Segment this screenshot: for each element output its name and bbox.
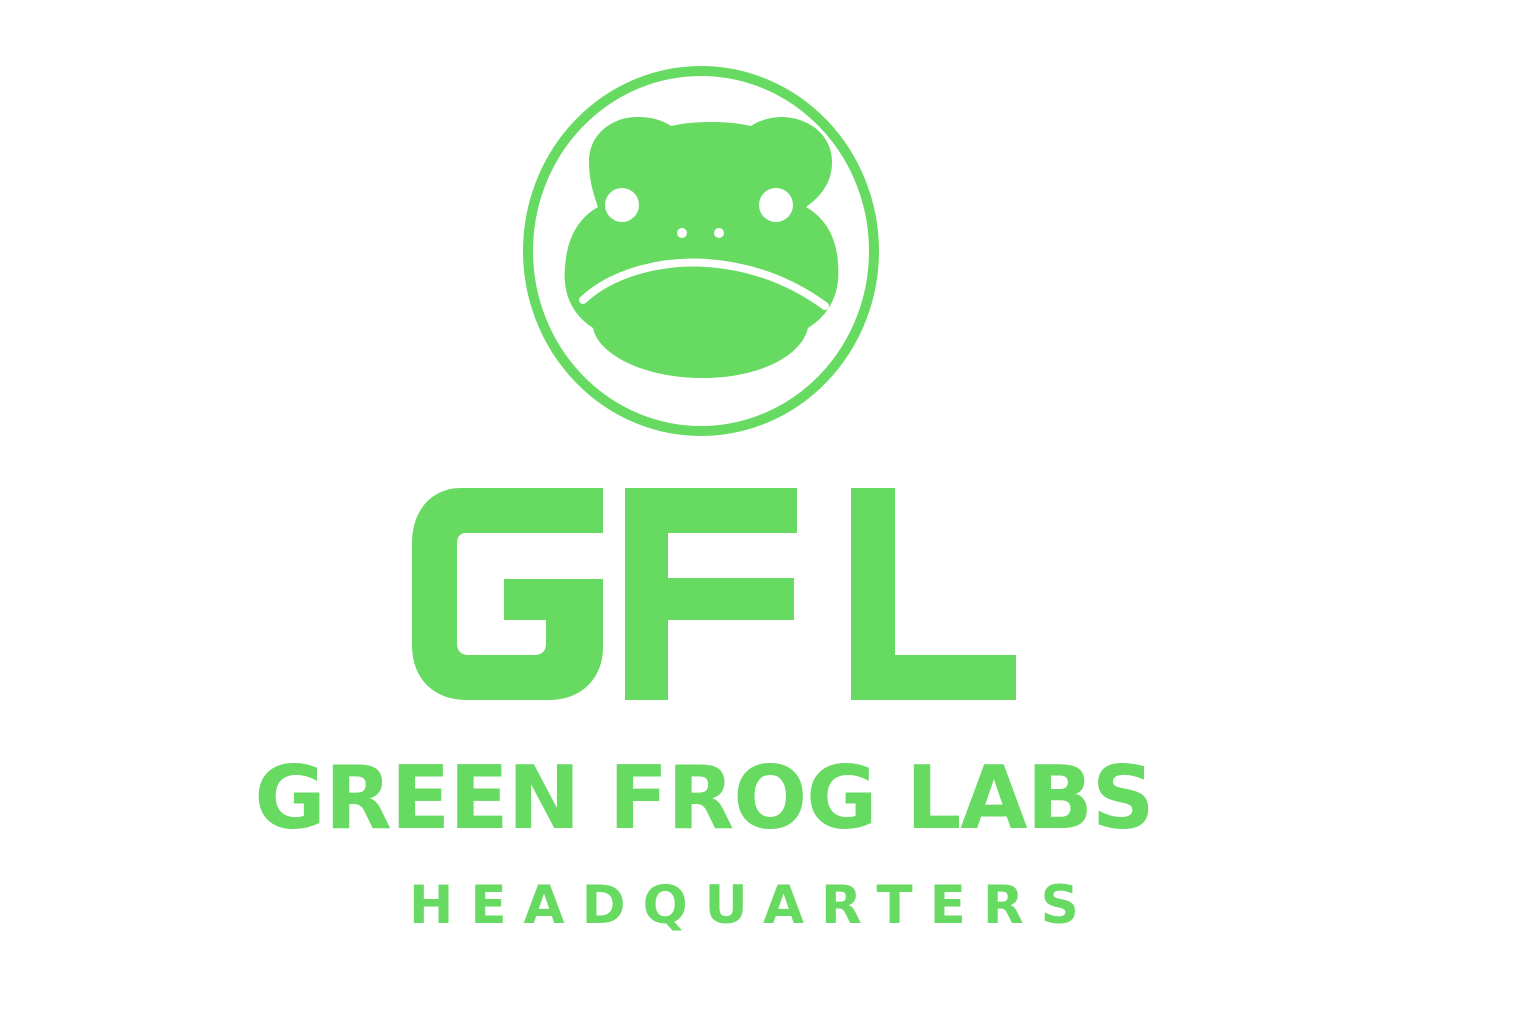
frog-mouth-line-icon bbox=[579, 258, 829, 310]
frog-chin-shape bbox=[593, 276, 810, 378]
emblem-circle-outline bbox=[523, 66, 879, 436]
left-nostril-icon bbox=[677, 228, 687, 238]
frog-face-icon bbox=[564, 116, 839, 379]
right-nostril-icon bbox=[714, 228, 724, 238]
monogram-letter-l-shape bbox=[851, 488, 1016, 700]
gfl-monogram-logo bbox=[412, 488, 1016, 700]
monogram-letter-f-shape bbox=[625, 488, 797, 700]
company-name: GREEN FROG LABS bbox=[254, 747, 1154, 849]
frog-face-in-circle-icon bbox=[523, 66, 879, 436]
right-eye-icon bbox=[759, 188, 793, 222]
monogram-letter-g-shape bbox=[412, 488, 603, 700]
left-eye-icon bbox=[605, 188, 639, 222]
headquarters-tagline: HEADQUARTERS bbox=[409, 875, 1096, 936]
